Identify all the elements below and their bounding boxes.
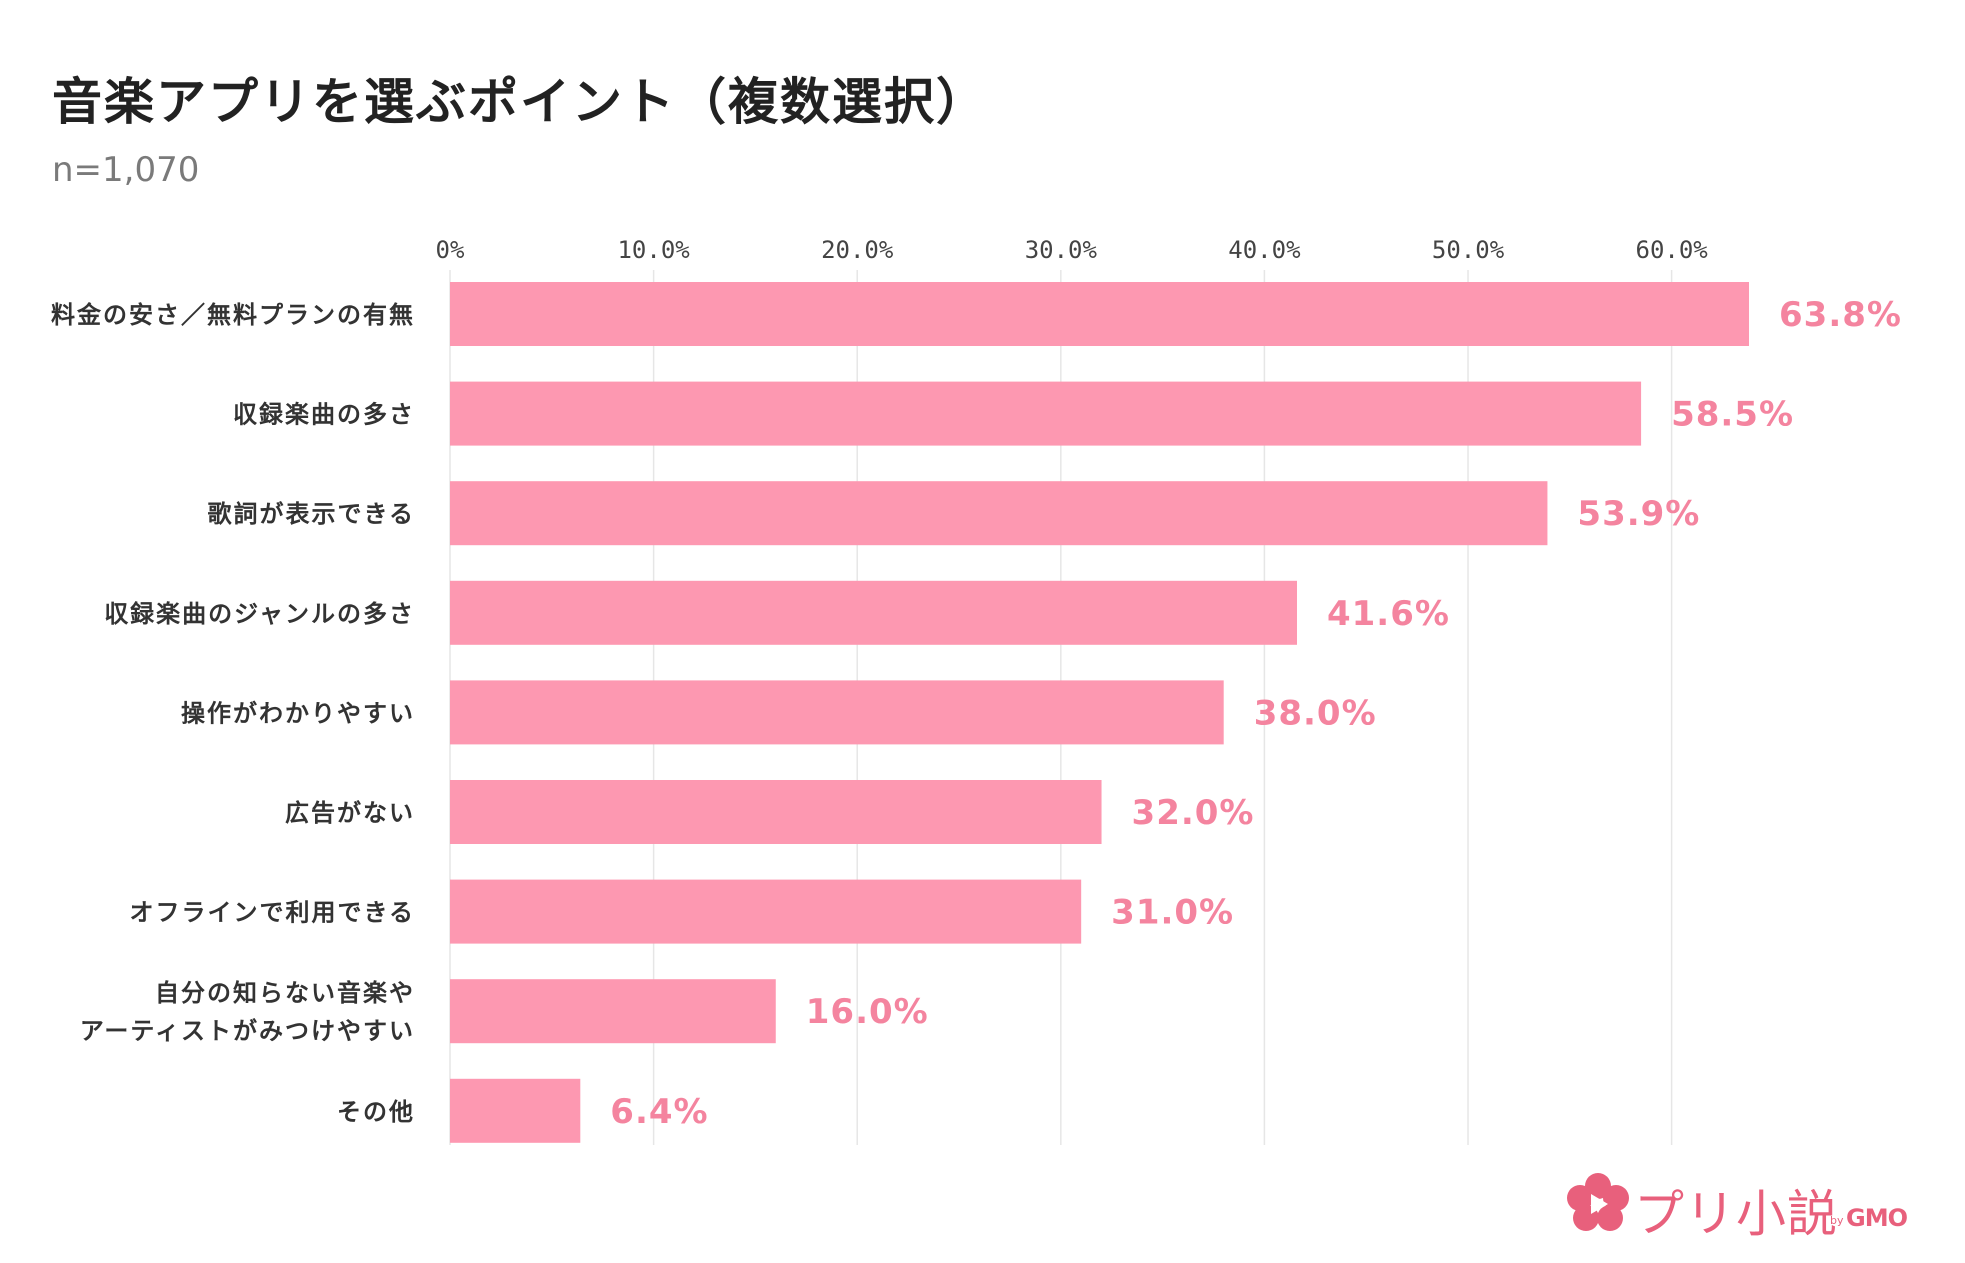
y-category-label: 収録楽曲のジャンルの多さ xyxy=(104,600,415,628)
bar xyxy=(450,580,1297,645)
brand-logo: プリ小説 by GMO xyxy=(1566,1172,1946,1243)
data-label: 41.6% xyxy=(1327,594,1450,634)
bar xyxy=(450,879,1082,944)
sample-size: n=1,070 xyxy=(52,150,200,190)
data-label: 32.0% xyxy=(1132,793,1255,833)
data-label: 63.8% xyxy=(1779,295,1902,335)
x-tick-label: 10.0% xyxy=(617,236,690,264)
data-label: 53.9% xyxy=(1577,494,1700,534)
brand-by: by xyxy=(1830,1214,1844,1227)
x-tick-label: 0% xyxy=(436,236,465,264)
brand-name: プリ小説 xyxy=(1634,1185,1838,1243)
bar xyxy=(450,481,1548,546)
data-label: 58.5% xyxy=(1671,395,1794,435)
flower-icon xyxy=(1567,1173,1629,1231)
y-category-label: 自分の知らない音楽や xyxy=(155,979,415,1007)
data-label: 16.0% xyxy=(806,992,929,1032)
bar xyxy=(450,282,1749,346)
bar xyxy=(450,381,1642,446)
y-category-label: 収録楽曲の多さ xyxy=(233,401,415,429)
bar xyxy=(450,780,1102,844)
y-category-label: 歌詞が表示できる xyxy=(207,500,415,528)
brand-company: GMO xyxy=(1846,1204,1908,1232)
chart-title: 音楽アプリを選ぶポイント（複数選択） xyxy=(52,73,988,131)
x-tick-label: 60.0% xyxy=(1636,236,1709,264)
bar xyxy=(450,979,776,1044)
data-label: 6.4% xyxy=(610,1092,708,1132)
bar xyxy=(450,680,1224,745)
data-label: 31.0% xyxy=(1111,893,1234,933)
y-category-label: その他 xyxy=(337,1098,415,1126)
x-tick-label: 20.0% xyxy=(821,236,894,264)
y-category-label: 料金の安さ／無料プランの有無 xyxy=(51,301,415,329)
y-category-label: オフラインで利用できる xyxy=(129,899,415,927)
x-tick-label: 50.0% xyxy=(1432,236,1505,264)
x-tick-label: 30.0% xyxy=(1025,236,1098,264)
bar xyxy=(450,1078,581,1143)
y-category-label: 操作がわかりやすい xyxy=(181,699,415,727)
x-tick-label: 40.0% xyxy=(1228,236,1301,264)
y-category-label: アーティストがみつけやすい xyxy=(80,1017,415,1045)
y-category-label: 広告がない xyxy=(285,799,415,827)
data-label: 38.0% xyxy=(1254,693,1377,733)
